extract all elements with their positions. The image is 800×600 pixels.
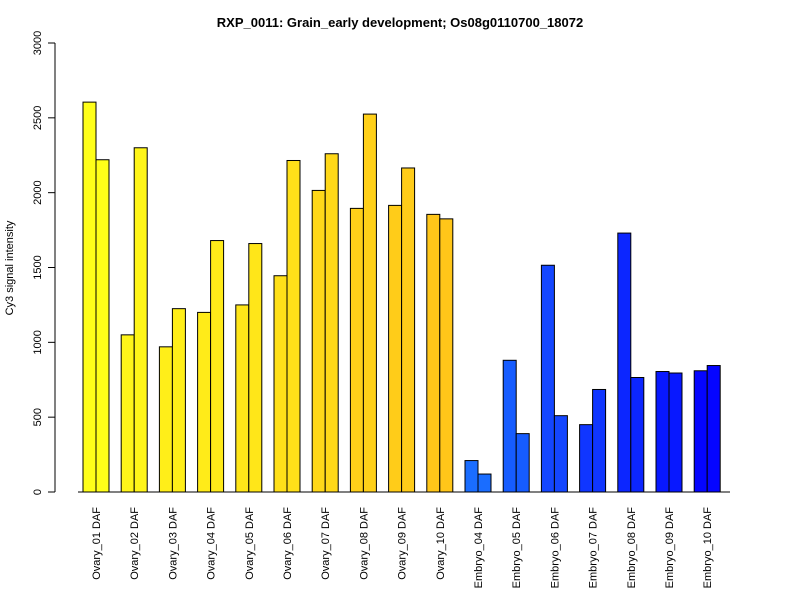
bar <box>630 377 645 493</box>
bar <box>286 159 301 493</box>
bar <box>248 243 263 493</box>
bar <box>82 101 97 493</box>
bar <box>426 213 441 493</box>
bar <box>579 424 594 493</box>
bar <box>477 473 492 493</box>
bar <box>617 232 632 493</box>
y-tick-label: 1000 <box>32 330 44 354</box>
bar <box>540 264 555 493</box>
x-tick-label: Embryo_06 DAF <box>549 507 561 589</box>
x-tick-label: Ovary_08 DAF <box>358 507 370 580</box>
y-tick-label: 1500 <box>32 255 44 279</box>
bar <box>273 275 288 493</box>
bar <box>668 372 683 493</box>
bar <box>693 370 708 493</box>
x-tick-label: Embryo_10 DAF <box>702 507 714 589</box>
x-tick-label: Ovary_06 DAF <box>282 507 294 580</box>
bar <box>592 388 607 493</box>
bar <box>464 460 479 493</box>
x-tick-label: Embryo_08 DAF <box>626 507 638 589</box>
bar <box>171 308 186 493</box>
x-tick-label: Ovary_10 DAF <box>435 507 447 580</box>
bar <box>401 167 416 493</box>
bars-group <box>82 101 721 493</box>
x-tick-label: Ovary_09 DAF <box>397 507 409 580</box>
bar <box>95 159 110 493</box>
bar <box>655 371 670 493</box>
bar <box>349 207 364 493</box>
x-tick-label: Ovary_02 DAF <box>129 507 141 580</box>
x-tick-label: Ovary_04 DAF <box>206 507 218 580</box>
y-axis: 0 500 1000 1500 2000 2500 3000 <box>32 31 56 495</box>
x-tick-label: Ovary_05 DAF <box>244 507 256 580</box>
bar <box>324 153 339 493</box>
x-tick-label: Embryo_09 DAF <box>664 507 676 589</box>
bar <box>502 359 517 493</box>
x-tick-label: Embryo_05 DAF <box>511 507 523 589</box>
bar <box>120 334 135 493</box>
x-tick-label: Ovary_07 DAF <box>320 507 332 580</box>
bar <box>706 365 721 493</box>
x-tick-label: Embryo_04 DAF <box>473 507 485 589</box>
y-tick-label: 2500 <box>32 106 44 130</box>
bar <box>158 346 173 493</box>
bar <box>197 311 212 493</box>
x-tick-label: Ovary_03 DAF <box>167 507 179 580</box>
bar <box>235 304 250 493</box>
bar <box>311 189 326 493</box>
y-tick-label: 2000 <box>32 180 44 204</box>
bar <box>388 204 403 493</box>
bar <box>133 147 148 493</box>
y-tick-label: 500 <box>32 408 44 426</box>
chart-title: RXP_0011: Grain_early development; Os08g… <box>217 15 583 30</box>
y-tick-label: 0 <box>32 489 44 495</box>
bar <box>439 218 454 493</box>
y-tick-label: 3000 <box>32 31 44 55</box>
bar <box>553 415 568 493</box>
x-tick-label: Ovary_01 DAF <box>91 507 103 580</box>
bar <box>210 240 225 493</box>
y-axis-label: Cy3 signal intensity <box>4 220 16 315</box>
bar <box>515 433 530 493</box>
x-tick-labels: Ovary_01 DAF Ovary_02 DAF Ovary_03 DAF Ovar… <box>91 507 714 589</box>
x-tick-label: Embryo_07 DAF <box>588 507 600 589</box>
bar <box>362 113 377 493</box>
